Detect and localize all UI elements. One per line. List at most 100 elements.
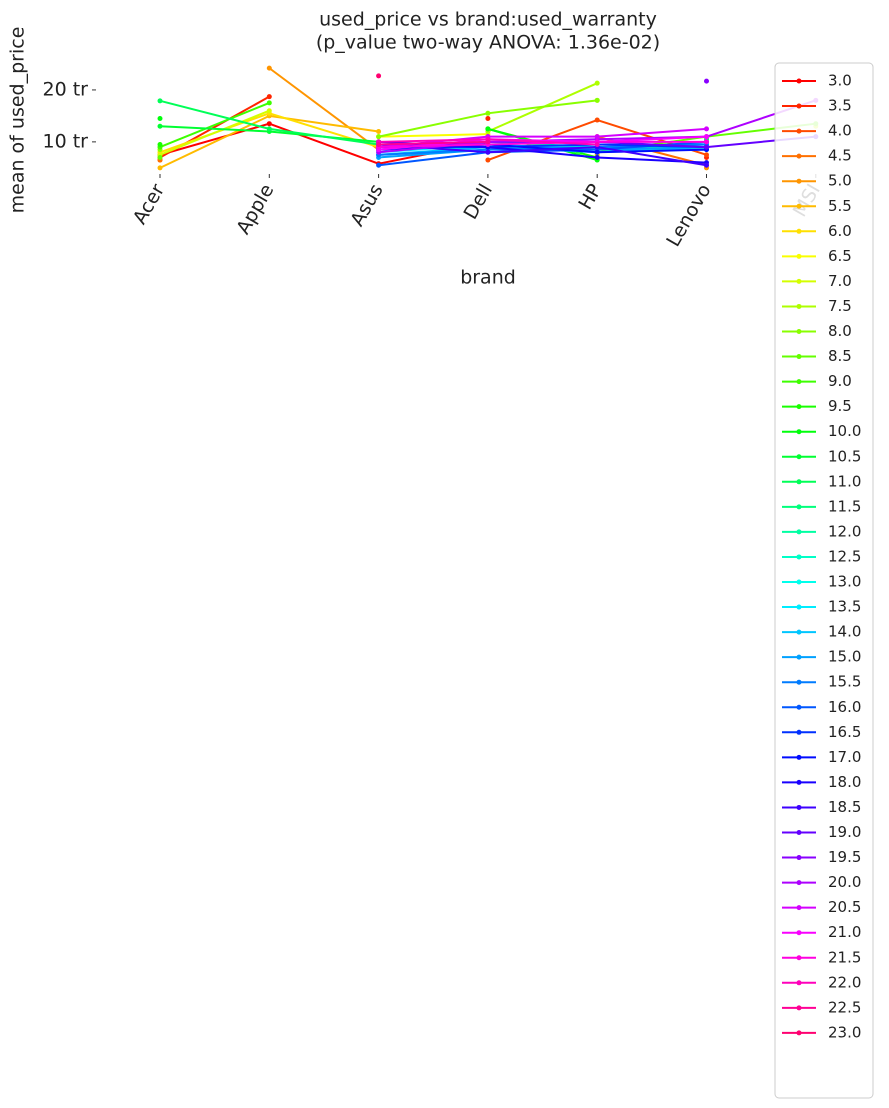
legend-label: 5.5 xyxy=(828,197,852,215)
data-point xyxy=(704,162,709,168)
series-line xyxy=(378,127,707,149)
data-point xyxy=(157,154,163,160)
series-line xyxy=(378,140,488,146)
legend-label: 22.5 xyxy=(828,998,861,1016)
legend-marker xyxy=(796,729,802,735)
legend-marker xyxy=(796,329,802,334)
legend-marker xyxy=(796,479,802,485)
data-point xyxy=(376,128,382,134)
legend-marker xyxy=(796,779,802,785)
legend-marker xyxy=(796,454,802,460)
legend-marker xyxy=(796,504,802,510)
legend-label: 3.5 xyxy=(828,97,852,115)
data-point xyxy=(266,65,272,71)
legend-label: 8.5 xyxy=(828,347,852,365)
data-point xyxy=(704,126,709,132)
data-point xyxy=(594,141,600,147)
chart-title: used_price vs brand:used_warranty xyxy=(319,9,657,31)
data-point xyxy=(266,121,272,127)
legend-marker xyxy=(796,980,802,986)
data-point xyxy=(704,144,709,150)
legend-label: 15.5 xyxy=(828,673,861,691)
data-point xyxy=(485,116,491,121)
legend-label: 5.0 xyxy=(828,172,852,190)
legend-marker xyxy=(796,880,802,886)
data-point xyxy=(485,110,491,116)
data-point xyxy=(485,157,491,163)
y-tick-label: 10 tr xyxy=(43,130,89,152)
legend-marker xyxy=(796,153,802,159)
legend-label: 15.0 xyxy=(828,648,861,666)
legend-marker xyxy=(796,629,802,635)
legend-label: 16.5 xyxy=(828,723,861,741)
legend-marker xyxy=(796,1030,802,1036)
legend-label: 6.5 xyxy=(828,247,852,265)
x-tick-label: Acer xyxy=(129,180,169,228)
data-point xyxy=(485,126,491,132)
data-point xyxy=(157,165,163,171)
data-point xyxy=(376,73,382,79)
data-point xyxy=(266,100,272,106)
legend-marker xyxy=(796,228,802,234)
legend-marker xyxy=(796,203,802,209)
y-axis-label: mean of used_price xyxy=(7,27,29,214)
legend-marker xyxy=(796,679,802,685)
legend-marker xyxy=(796,654,802,660)
legend-marker xyxy=(796,855,802,861)
data-point xyxy=(704,78,709,84)
legend-marker xyxy=(796,278,802,284)
legend-marker xyxy=(796,579,802,585)
chart-subtitle: (p_value two-way ANOVA: 1.36e-02) xyxy=(316,32,660,54)
legend-marker xyxy=(796,905,802,911)
legend-marker xyxy=(796,379,802,385)
data-point xyxy=(157,123,163,129)
data-point xyxy=(485,139,491,145)
legend-marker xyxy=(796,404,802,410)
x-tick-label: Dell xyxy=(459,180,496,223)
data-point xyxy=(157,141,163,147)
legend-marker xyxy=(796,529,802,535)
data-point xyxy=(594,134,600,140)
legend-label: 11.0 xyxy=(828,472,861,490)
data-point xyxy=(594,117,600,123)
data-point xyxy=(594,97,600,103)
legend-label: 4.0 xyxy=(828,122,852,140)
legend-marker xyxy=(796,354,802,360)
series-line xyxy=(378,143,707,167)
legend-label: 19.0 xyxy=(828,823,861,841)
legend-marker xyxy=(796,253,802,259)
legend-label: 21.0 xyxy=(828,923,861,941)
data-point xyxy=(376,134,382,140)
legend-label: 10.5 xyxy=(828,447,861,465)
legend-marker xyxy=(796,103,802,109)
data-point xyxy=(704,134,709,140)
data-point xyxy=(594,149,600,155)
legend-marker xyxy=(796,830,802,835)
legend-marker xyxy=(796,429,802,435)
legend-marker xyxy=(796,804,802,810)
x-tick-label: Apple xyxy=(232,180,278,238)
x-axis-label: brand xyxy=(460,267,516,289)
data-point xyxy=(485,149,491,155)
legend-label: 17.0 xyxy=(828,748,861,766)
legend-label: 20.5 xyxy=(828,898,861,916)
legend-marker xyxy=(796,78,802,84)
legend-marker xyxy=(796,604,802,610)
y-tick-label: 20 tr xyxy=(43,78,89,100)
x-tick-label: HP xyxy=(574,180,606,213)
data-point xyxy=(266,94,272,100)
legend-label: 19.5 xyxy=(828,848,861,866)
legend-label: 13.5 xyxy=(828,598,861,616)
legend-label: 18.0 xyxy=(828,773,861,791)
legend-label: 3.0 xyxy=(828,72,852,90)
data-point xyxy=(704,152,709,158)
legend-label: 20.0 xyxy=(828,873,861,891)
legend-label: 22.0 xyxy=(828,973,861,991)
x-tick-label: Lenovo xyxy=(662,180,715,250)
legend-marker xyxy=(796,128,802,134)
series-line xyxy=(378,140,707,149)
legend-marker xyxy=(796,704,802,710)
legend-marker xyxy=(796,303,802,309)
legend-marker xyxy=(796,1005,802,1011)
legend-marker xyxy=(796,930,802,936)
